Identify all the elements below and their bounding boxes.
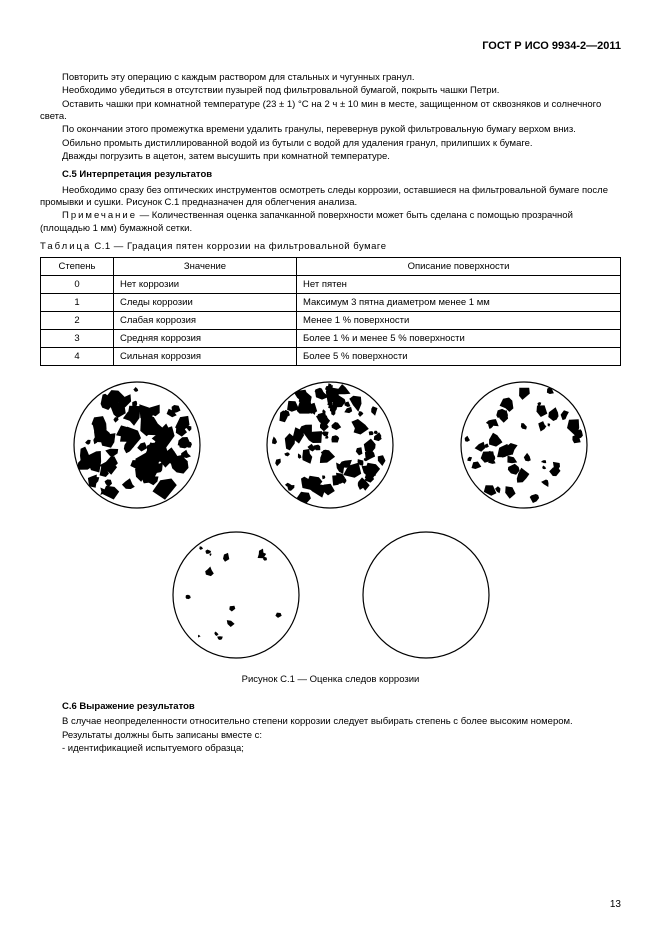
paragraph: Дважды погрузить в ацетон, затем высушит… xyxy=(40,151,621,163)
table-cell: Средняя коррозия xyxy=(114,330,297,348)
table-row: 4Сильная коррозияБолее 5 % поверхности xyxy=(41,348,621,366)
table-row: 2Слабая коррозияМенее 1 % поверхности xyxy=(41,312,621,330)
paragraph: Необходимо убедиться в отсутствии пузыре… xyxy=(40,85,621,97)
table-cell: Сильная коррозия xyxy=(114,348,297,366)
page-number: 13 xyxy=(610,899,621,910)
figure-caption: Рисунок C.1 — Оценка следов коррозии xyxy=(40,674,621,686)
corrosion-grade-table: Степень Значение Описание поверхности 0Н… xyxy=(40,257,621,366)
paragraph: Необходимо сразу без оптических инструме… xyxy=(40,185,621,210)
table-cell: Более 1 % и менее 5 % поверхности xyxy=(297,330,621,348)
paragraph: Оставить чашки при комнатной температуре… xyxy=(40,99,621,124)
table-cell: Более 5 % поверхности xyxy=(297,348,621,366)
table-header: Описание поверхности xyxy=(297,258,621,276)
paragraph: Обильно промыть дистиллированной водой и… xyxy=(40,138,621,150)
table-row: 3Средняя коррозияБолее 1 % и менее 5 % п… xyxy=(41,330,621,348)
table-cell: Максимум 3 пятна диаметром менее 1 мм xyxy=(297,294,621,312)
table-cell: 2 xyxy=(41,312,114,330)
table-cell: Нет коррозии xyxy=(114,276,297,294)
table-cell: 0 xyxy=(41,276,114,294)
paragraph: Результаты должны быть записаны вместе с… xyxy=(40,730,621,742)
table-cell: 3 xyxy=(41,330,114,348)
bullet-item: - идентификацией испытуемого образца; xyxy=(40,743,621,755)
section-heading-c6: C.6 Выражение результатов xyxy=(40,701,621,713)
table-cell: Следы коррозии xyxy=(114,294,297,312)
corrosion-circle xyxy=(265,380,395,510)
table-row: 1Следы коррозииМаксимум 3 пятна диаметро… xyxy=(41,294,621,312)
table-cell: Нет пятен xyxy=(297,276,621,294)
corrosion-circle xyxy=(171,530,301,660)
table-cell: 1 xyxy=(41,294,114,312)
figures-row-1 xyxy=(40,380,621,510)
figures-row-2 xyxy=(40,530,621,660)
paragraph: По окончании этого промежутка времени уд… xyxy=(40,124,621,136)
corrosion-circle xyxy=(361,530,491,660)
paragraph: Повторить эту операцию с каждым растворо… xyxy=(40,72,621,84)
corrosion-circle xyxy=(72,380,202,510)
table-caption: Таблица C.1 — Градация пятен коррозии на… xyxy=(40,241,621,253)
table-header: Значение xyxy=(114,258,297,276)
document-header: ГОСТ Р ИСО 9934-2—2011 xyxy=(40,40,621,52)
paragraph: В случае неопределенности относительно с… xyxy=(40,716,621,728)
corrosion-circle xyxy=(459,380,589,510)
table-cell: Слабая коррозия xyxy=(114,312,297,330)
table-header: Степень xyxy=(41,258,114,276)
section-heading-c5: C.5 Интерпретация результатов xyxy=(40,169,621,181)
table-row: 0Нет коррозииНет пятен xyxy=(41,276,621,294)
note: Примечание — Количественная оценка запач… xyxy=(40,210,621,235)
table-cell: 4 xyxy=(41,348,114,366)
table-cell: Менее 1 % поверхности xyxy=(297,312,621,330)
